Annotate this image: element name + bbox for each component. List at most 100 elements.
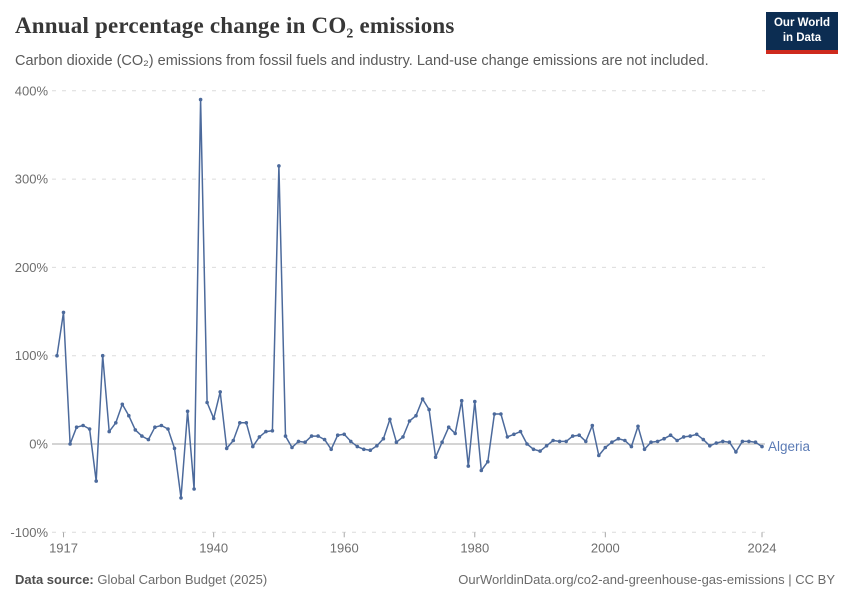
data-point[interactable] — [153, 425, 157, 430]
data-point[interactable] — [303, 440, 307, 445]
data-point[interactable] — [479, 468, 484, 473]
data-point[interactable] — [401, 435, 405, 439]
data-point[interactable] — [499, 412, 503, 416]
data-point[interactable] — [538, 449, 542, 453]
data-point[interactable] — [179, 496, 183, 500]
data-point[interactable] — [675, 438, 679, 443]
data-point[interactable] — [388, 417, 392, 422]
data-point[interactable] — [335, 433, 340, 438]
data-point[interactable] — [244, 421, 249, 425]
data-point[interactable] — [714, 441, 719, 445]
data-point[interactable] — [551, 438, 555, 443]
data-point[interactable] — [492, 412, 497, 416]
data-point[interactable] — [512, 432, 516, 437]
data-point[interactable] — [564, 439, 568, 444]
data-point[interactable] — [205, 400, 209, 405]
data-point[interactable] — [146, 437, 151, 442]
data-point[interactable] — [662, 436, 666, 441]
data-point[interactable] — [211, 416, 216, 421]
data-point[interactable] — [414, 413, 418, 418]
data-point[interactable] — [525, 442, 529, 446]
data-point[interactable] — [459, 398, 464, 403]
data-point[interactable] — [453, 431, 458, 436]
data-point[interactable] — [394, 440, 399, 445]
data-point[interactable] — [264, 429, 268, 434]
data-point[interactable] — [701, 437, 706, 442]
data-point[interactable] — [440, 440, 444, 445]
data-point[interactable] — [688, 434, 692, 438]
data-point[interactable] — [277, 164, 281, 168]
data-point[interactable] — [570, 434, 575, 438]
data-point[interactable] — [616, 436, 621, 441]
data-point[interactable] — [544, 444, 549, 448]
data-point[interactable] — [649, 440, 653, 445]
data-point[interactable] — [557, 439, 562, 444]
data-point[interactable] — [753, 440, 758, 445]
data-point[interactable] — [114, 421, 118, 425]
data-point[interactable] — [185, 409, 190, 414]
data-point[interactable] — [681, 435, 686, 439]
data-point[interactable] — [747, 439, 751, 444]
data-point[interactable] — [368, 448, 373, 453]
data-point[interactable] — [734, 450, 738, 454]
data-point[interactable] — [270, 429, 275, 433]
data-point[interactable] — [362, 447, 366, 452]
data-point[interactable] — [140, 434, 144, 438]
data-point[interactable] — [721, 439, 725, 444]
owid-logo[interactable]: Our World in Data — [765, 12, 838, 54]
data-point[interactable] — [590, 423, 595, 428]
data-point[interactable] — [466, 464, 471, 468]
data-point[interactable] — [316, 434, 320, 438]
data-point[interactable] — [668, 433, 673, 438]
data-point[interactable] — [355, 444, 360, 449]
data-point[interactable] — [577, 433, 581, 438]
data-point[interactable] — [342, 432, 347, 437]
data-point[interactable] — [708, 444, 712, 448]
data-point[interactable] — [636, 424, 640, 429]
data-point[interactable] — [584, 439, 588, 444]
data-point[interactable] — [740, 439, 745, 444]
data-point[interactable] — [597, 453, 601, 458]
data-point[interactable] — [172, 446, 177, 451]
data-point[interactable] — [257, 435, 262, 439]
data-point[interactable] — [623, 438, 627, 443]
data-point[interactable] — [283, 434, 288, 438]
data-point[interactable] — [531, 447, 536, 452]
data-point[interactable] — [133, 428, 138, 432]
data-point[interactable] — [603, 445, 608, 450]
data-point[interactable] — [505, 435, 510, 439]
data-point[interactable] — [159, 423, 164, 428]
data-point[interactable] — [120, 402, 125, 407]
data-point[interactable] — [610, 440, 614, 445]
data-point[interactable] — [94, 479, 98, 483]
data-point[interactable] — [100, 353, 105, 358]
data-point[interactable] — [518, 429, 523, 434]
data-point[interactable] — [655, 439, 660, 444]
data-point[interactable] — [166, 427, 170, 431]
data-point[interactable] — [68, 442, 72, 446]
data-point[interactable] — [251, 444, 255, 449]
data-point[interactable] — [107, 429, 111, 434]
entity-label[interactable]: Algeria — [768, 439, 811, 454]
data-point[interactable] — [127, 413, 131, 418]
data-point[interactable] — [427, 407, 431, 412]
data-point[interactable] — [629, 444, 634, 449]
data-point[interactable] — [231, 438, 236, 443]
data-point[interactable] — [446, 425, 451, 430]
data-point[interactable] — [309, 434, 314, 438]
data-point[interactable] — [349, 439, 353, 444]
data-point[interactable] — [433, 455, 438, 460]
data-point[interactable] — [198, 97, 203, 102]
data-point[interactable] — [322, 437, 327, 442]
data-point[interactable] — [87, 427, 92, 431]
data-point[interactable] — [238, 421, 242, 425]
data-point[interactable] — [375, 444, 379, 448]
data-point[interactable] — [290, 445, 294, 450]
data-point[interactable] — [329, 447, 334, 452]
data-point[interactable] — [407, 419, 412, 423]
data-point[interactable] — [642, 447, 647, 452]
data-point[interactable] — [218, 390, 222, 394]
data-point[interactable] — [486, 459, 490, 464]
data-point[interactable] — [55, 353, 59, 358]
